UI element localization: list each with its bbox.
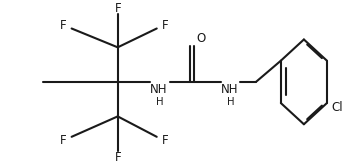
Text: H: H: [156, 97, 163, 107]
Text: F: F: [59, 19, 66, 32]
Text: NH: NH: [221, 83, 238, 96]
Text: Cl: Cl: [331, 101, 343, 114]
Text: F: F: [59, 134, 66, 147]
Text: F: F: [114, 2, 121, 15]
Text: F: F: [162, 19, 169, 32]
Text: H: H: [227, 97, 234, 107]
Text: NH: NH: [150, 83, 167, 96]
Text: F: F: [162, 134, 169, 147]
Text: O: O: [197, 32, 206, 45]
Text: F: F: [114, 151, 121, 164]
